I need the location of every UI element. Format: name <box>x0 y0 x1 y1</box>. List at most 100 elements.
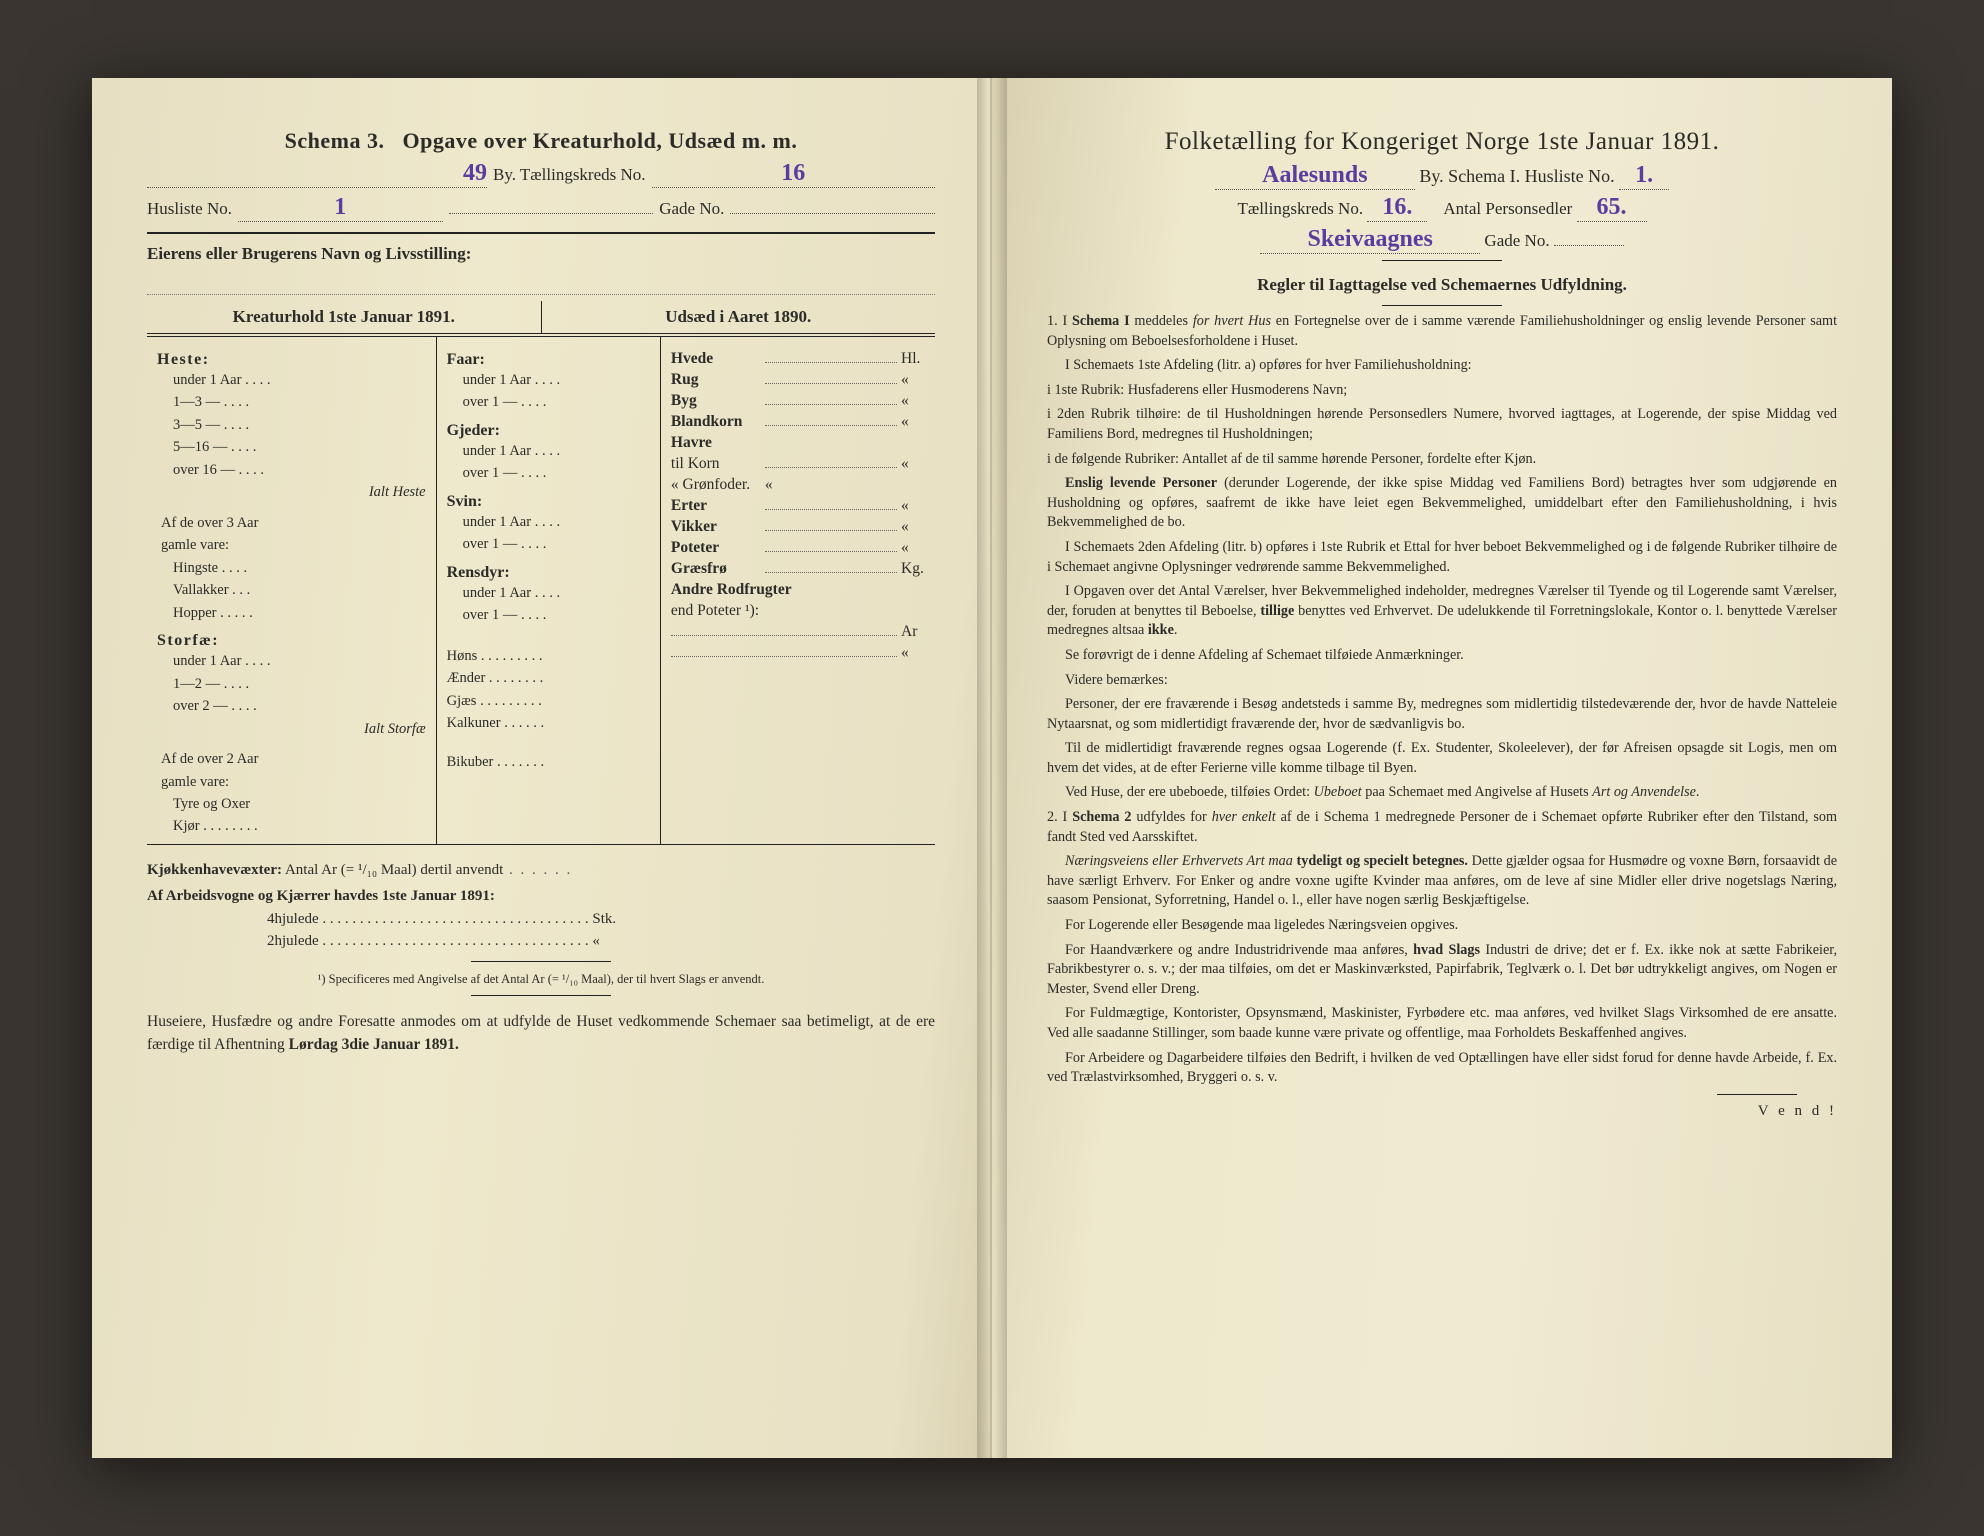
gade-hand: Skeivaagnes <box>1307 226 1432 252</box>
city-hand: Aalesunds <box>1262 162 1367 188</box>
gade-label-l: Gade No. <box>659 199 724 219</box>
header-kreatur: Kreaturhold 1ste Januar 1891. <box>147 301 542 333</box>
heste-r4: over 16 — . . . . <box>173 459 426 481</box>
kreds-hand: 16 <box>781 160 805 186</box>
rensdyr-r0: under 1 Aar . . . . <box>463 582 650 604</box>
hand-49: 49 <box>463 160 487 186</box>
gamle2: gamle vare: <box>161 771 426 793</box>
heste-r3: 5—16 — . . . . <box>173 436 426 458</box>
crop-rodfrugter: Andre Rodfrugter <box>671 581 831 599</box>
crop-erter: Erter <box>671 497 761 515</box>
rule-p2: I Schemaets 1ste Afdeling (litr. a) opfø… <box>1047 356 1837 376</box>
faar-r1: over 1 — . . . . <box>463 391 650 413</box>
crop-poteter: Poteter <box>671 539 761 557</box>
husliste-gade-line: Husliste No. 1 Gade No. <box>147 194 935 222</box>
left-page: Schema 3. Opgave over Kreaturhold, Udsæd… <box>92 78 992 1458</box>
right-page: Folketælling for Kongeriget Norge 1ste J… <box>992 78 1892 1458</box>
r-line3: Tællingskreds No. 16. Antal Personsedler… <box>1047 194 1837 222</box>
rule-p11: Personer, der ere fraværende i Besøg and… <box>1047 695 1837 734</box>
rule-p5: i de følgende Rubriker: Antallet af de t… <box>1047 450 1837 470</box>
gamle2-r1: Kjør . . . . . . . . <box>173 815 426 837</box>
kreds-hand-r: 16. <box>1382 194 1412 220</box>
heste-head: Heste: <box>157 351 426 369</box>
gamle-r2: Hopper . . . . . <box>173 602 426 624</box>
closing-text: Huseiere, Husfædre og andre Foresatte an… <box>147 1010 935 1057</box>
husliste-label-l: Husliste No. <box>147 199 232 219</box>
vogner-4h: 4hjulede . . . . . . . . . . . . . . . .… <box>267 908 935 931</box>
by-schema-husliste: By. Schema I. Husliste No. <box>1419 166 1614 186</box>
crop-byg: Byg <box>671 392 761 410</box>
hons: Høns . . . . . . . . . <box>447 645 650 667</box>
rensdyr-h: Rensdyr: <box>447 564 650 582</box>
storfae-r1: 1—2 — . . . . <box>173 673 426 695</box>
rule-p4: i 2den Rubrik tilhøire: de til Husholdni… <box>1047 405 1837 444</box>
kreatur-table: Heste: under 1 Aar . . . . 1—3 — . . . .… <box>147 336 935 845</box>
gjeder-h: Gjeder: <box>447 422 650 440</box>
footnote: ¹) Specificeres med Angivelse af det Ant… <box>147 972 935 987</box>
by-kreds-label: By. Tællingskreds No. <box>493 165 646 185</box>
crop-rug: Rug <box>671 371 761 389</box>
crop-blandkorn: Blandkorn <box>671 413 761 431</box>
rules-body: 1. I Schema I meddeles for hvert Hus en … <box>1047 312 1837 1088</box>
antal-label: Antal Personsedler <box>1443 199 1572 218</box>
crop-havre: Havre <box>671 434 761 452</box>
rule-p18: For Fuldmægtige, Kontorister, Opsynsmænd… <box>1047 1004 1837 1043</box>
schema3-prefix: Schema 3. <box>285 128 385 153</box>
city-kreds-line: 49 By. Tællingskreds No. 16 <box>147 160 935 188</box>
owner-label: Eierens eller Brugerens Navn og Livsstil… <box>147 244 935 264</box>
crop-hvede: Hvede <box>671 350 761 368</box>
husliste-hand-l: 1 <box>334 194 346 220</box>
vend: V e n d ! <box>1047 1103 1837 1120</box>
rule-p12: Til de midlertidigt fraværende regnes og… <box>1047 739 1837 778</box>
schema3-title: Schema 3. Opgave over Kreaturhold, Udsæd… <box>147 128 935 154</box>
heste-r1: 1—3 — . . . . <box>173 391 426 413</box>
crop-endpoteter: end Poteter ¹): <box>671 602 821 620</box>
bottom-block: Kjøkkenhavevæxter: Kjøkkenhavevæxter: An… <box>147 859 935 953</box>
gamle-r0: Hingste . . . . <box>173 557 426 579</box>
gjeder-r0: under 1 Aar . . . . <box>463 440 650 462</box>
schema3-main: Opgave over Kreaturhold, Udsæd m. m. <box>402 128 797 153</box>
bikuber: Bikuber . . . . . . . <box>447 751 650 773</box>
rule-p16: For Logerende eller Besøgende maa ligele… <box>1047 916 1837 936</box>
faar-h: Faar: <box>447 351 650 369</box>
r-line2: Aalesunds By. Schema I. Husliste No. 1. <box>1047 162 1837 190</box>
heste-r2: 3—5 — . . . . <box>173 414 426 436</box>
rule-p3: i 1ste Rubrik: Husfaderens eller Husmode… <box>1047 381 1837 401</box>
r-line4: Skeivaagnes Gade No. <box>1047 226 1837 254</box>
census-title: Folketælling for Kongeriget Norge 1ste J… <box>1047 128 1837 156</box>
crops-list: HvedeHl. Rug« Byg« Blandkorn« Havre til … <box>671 343 925 662</box>
storfae-r2: over 2 — . . . . <box>173 695 426 717</box>
kalkuner: Kalkuner . . . . . . <box>447 712 650 734</box>
gamle: gamle vare: <box>161 534 426 556</box>
owner-blank <box>147 268 935 295</box>
header-udsaed: Udsæd i Aaret 1890. <box>542 301 936 333</box>
husliste-hand-r: 1. <box>1635 162 1653 188</box>
crop-gronfoder: « Grønfoder. <box>671 476 761 494</box>
crop-tilkorn: til Korn <box>671 455 761 473</box>
storfae-r0: under 1 Aar . . . . <box>173 650 426 672</box>
crop-ar: Ar <box>901 623 925 641</box>
table-headers: Kreaturhold 1ste Januar 1891. Udsæd i Aa… <box>147 301 935 334</box>
aender: Ænder . . . . . . . . <box>447 667 650 689</box>
book-spread: Schema 3. Opgave over Kreaturhold, Udsæd… <box>92 78 1892 1458</box>
rule-p7: I Schemaets 2den Afdeling (litr. b) opfø… <box>1047 538 1837 577</box>
crop-vikker: Vikker <box>671 518 761 536</box>
svin-r1: over 1 — . . . . <box>463 533 650 555</box>
rensdyr-r1: over 1 — . . . . <box>463 604 650 626</box>
gade-label-r: Gade No. <box>1484 231 1549 250</box>
regler-title: Regler til Iagttagelse ved Schemaernes U… <box>1047 275 1837 295</box>
vogner-label: Af Arbeidsvogne og Kjærrer havdes 1ste J… <box>147 888 495 904</box>
rule-p9: Se forøvrigt de i denne Afdeling af Sche… <box>1047 646 1837 666</box>
ialt-storfae: Ialt Storfæ <box>173 718 426 740</box>
col-faar-other: Faar: under 1 Aar . . . . over 1 — . . .… <box>437 337 661 844</box>
svin-h: Svin: <box>447 493 650 511</box>
col-heste-storfae: Heste: under 1 Aar . . . . 1—3 — . . . .… <box>147 337 437 844</box>
faar-r0: under 1 Aar . . . . <box>463 369 650 391</box>
crop-graesfro: Græsfrø <box>671 560 761 578</box>
af3: Af de over 3 Aar <box>161 512 426 534</box>
heste-r0: under 1 Aar . . . . <box>173 369 426 391</box>
storfae-head: Storfæ: <box>157 632 426 650</box>
ialt-heste: Ialt Heste <box>173 481 426 503</box>
antal-hand: 65. <box>1597 194 1627 220</box>
rule-p10: Videre bemærkes: <box>1047 671 1837 691</box>
